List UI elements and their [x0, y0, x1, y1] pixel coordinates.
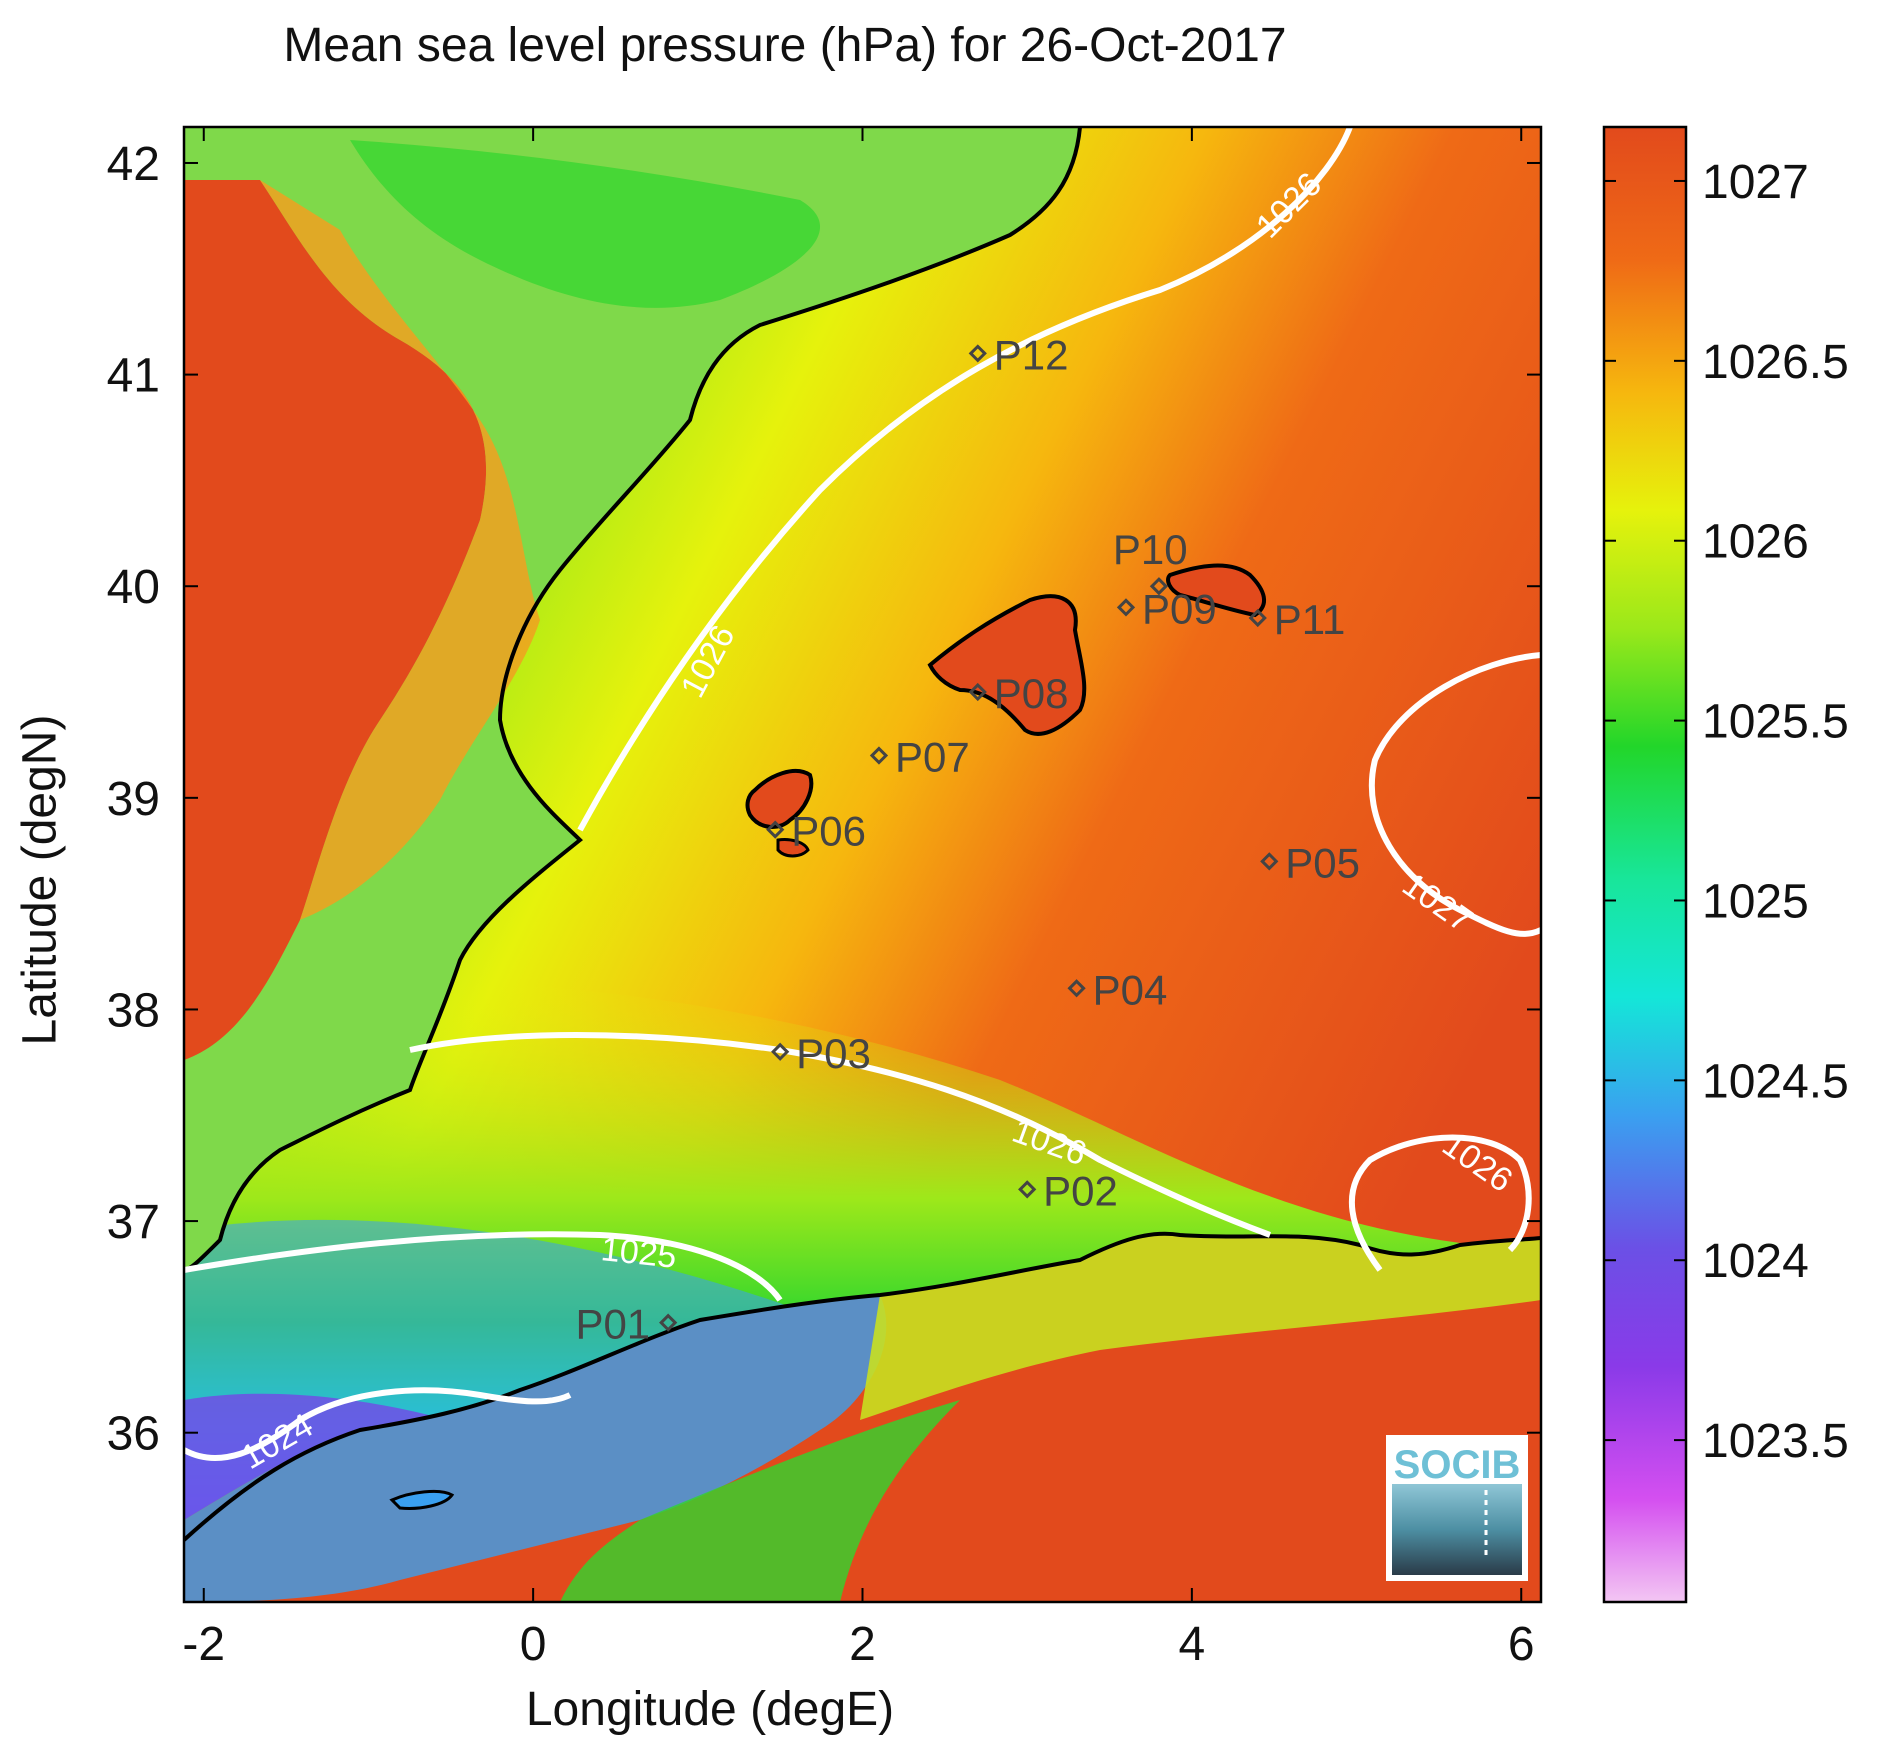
contour-1026-east [1348, 1134, 1532, 1272]
y-tick-label: 37 [107, 1196, 160, 1249]
alboran-island [389, 1489, 455, 1510]
station-marker [1116, 598, 1136, 617]
station-marker [1149, 577, 1169, 596]
station-label: P01 [575, 1301, 650, 1348]
y-tick-label: 40 [107, 561, 160, 614]
africa-green-zone [560, 1400, 960, 1602]
contour-label: 1025 [599, 1230, 678, 1276]
station-label: P10 [1113, 526, 1188, 573]
colorbar-tick-label: 1026 [1702, 516, 1809, 569]
x-tick-label: 0 [520, 1618, 547, 1671]
station-label: P09 [1142, 585, 1217, 632]
africa-blue-zone [184, 1295, 887, 1602]
station-label: P11 [1274, 596, 1346, 643]
colorbar-tick-label: 1025 [1702, 875, 1809, 928]
x-tick-label: 2 [849, 1618, 876, 1671]
logo-water [1392, 1484, 1522, 1575]
colorbar-tick-label: 1023.5 [1702, 1415, 1849, 1468]
contour-1027 [1368, 652, 1541, 937]
contour-1024 [184, 1387, 572, 1461]
colorbar-tick-label: 1027 [1702, 156, 1809, 209]
contour-1025 [184, 1231, 783, 1302]
africa-coastline [184, 1231, 1541, 1542]
colorbar-tick-label: 1024 [1702, 1235, 1809, 1288]
map-field [184, 127, 1541, 1602]
contour-1026-north [577, 127, 1353, 832]
ibiza-island [745, 769, 814, 829]
station-marker [968, 344, 987, 363]
station-marker [659, 1313, 678, 1332]
formentera-island [776, 838, 810, 858]
logo-text: SOCIB [1394, 1443, 1521, 1487]
iberia-transition [260, 180, 540, 920]
stations-layer: P01 P02 P03 P04 P05 P06 P07 P08 P09 P10 P11 P12 [575, 331, 1360, 1347]
station-marker [1248, 608, 1267, 628]
colorbar-ticks: 1027 1026.5 1026 1025.5 1025 1024.5 1024 1023.5 [1604, 156, 1849, 1468]
x-tick-label: -2 [182, 1618, 225, 1671]
iberia-highland [184, 180, 487, 1060]
mallorca-island [927, 594, 1087, 736]
station-marker [1067, 979, 1086, 998]
africa-yellow-zone [860, 1233, 1541, 1420]
iberia-coastline [184, 127, 1082, 1272]
y-axis: 42 41 40 39 38 37 36 [107, 138, 1541, 1461]
y-tick-label: 42 [107, 138, 160, 191]
x-tick-label: 6 [1508, 1618, 1535, 1671]
station-label: P05 [1285, 839, 1360, 886]
station-label: P04 [1093, 966, 1168, 1013]
contour-1026-south [409, 1032, 1272, 1238]
station-label: P02 [1043, 1167, 1118, 1214]
station-label: P12 [994, 331, 1069, 378]
station-marker [1018, 1180, 1037, 1199]
colorbar-tick-label: 1026.5 [1702, 336, 1849, 389]
station-label: P08 [994, 670, 1069, 717]
station-marker [869, 746, 889, 765]
x-tick-label: 4 [1179, 1618, 1206, 1671]
x-axis-label: Longitude (degE) [525, 1683, 895, 1736]
colorbar-tick-label: 1025.5 [1702, 696, 1849, 749]
y-tick-label: 41 [107, 350, 160, 403]
station-label: P06 [791, 808, 866, 855]
colorbar: 1027 1026.5 1026 1025.5 1025 1024.5 1024 1023.5 [1602, 125, 1849, 1604]
y-tick-label: 39 [107, 773, 160, 826]
iberia-green-zone [350, 140, 821, 308]
y-tick-label: 36 [107, 1408, 160, 1461]
x-axis: -2 0 2 4 6 [182, 127, 1535, 1671]
socib-logo: SOCIB [1386, 1435, 1528, 1581]
station-marker [766, 820, 785, 839]
station-label: P07 [895, 734, 970, 781]
y-tick-label: 38 [107, 984, 160, 1037]
station-marker [1260, 852, 1279, 871]
station-label: P03 [796, 1030, 871, 1077]
colorbar-tick-label: 1024.5 [1702, 1055, 1849, 1108]
station-marker [968, 682, 987, 702]
station-marker [771, 1042, 790, 1061]
map-title: Mean sea level pressure (hPa) for 26-Oct… [283, 19, 1287, 72]
colorbar-gradient [1602, 125, 1688, 1604]
